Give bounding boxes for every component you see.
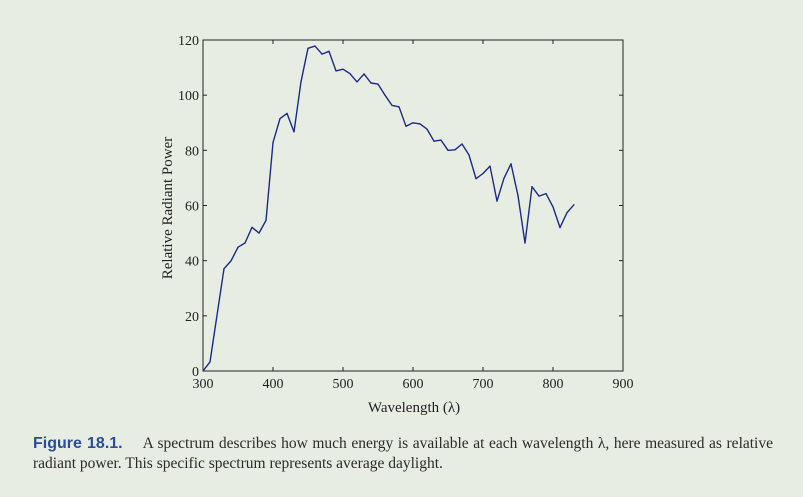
data-point: [398, 106, 400, 108]
data-point: [370, 82, 372, 84]
data-point: [510, 163, 512, 165]
data-point: [293, 131, 295, 133]
data-point: [356, 81, 358, 83]
data-point: [573, 204, 575, 206]
data-point: [496, 200, 498, 202]
plot-frame: [202, 39, 624, 372]
data-point: [363, 73, 365, 75]
y-tick-label: 120: [178, 34, 199, 49]
figure-label: Figure 18.1.: [33, 435, 123, 452]
data-point: [538, 195, 540, 197]
data-point: [461, 143, 463, 145]
data-point: [377, 83, 379, 85]
data-point: [468, 154, 470, 156]
y-tick-label: 60: [185, 200, 199, 215]
data-point: [489, 165, 491, 167]
data-point: [566, 212, 568, 214]
data-point: [349, 73, 351, 75]
data-point: [314, 45, 316, 47]
y-tick-label: 100: [178, 89, 199, 104]
data-point: [321, 53, 323, 55]
spectrum-chart: 300 400 500 600 700 800 900 0 20 40 60 80 100 120 Wa…: [160, 34, 634, 416]
x-axis-label: Wavelength (λ): [368, 400, 460, 416]
data-point: [258, 232, 260, 234]
x-tick-label: 500: [333, 377, 354, 392]
data-point: [335, 70, 337, 72]
y-tick-label: 40: [185, 255, 199, 270]
data-point: [524, 242, 526, 244]
data-point: [475, 178, 477, 180]
data-point: [279, 118, 281, 120]
data-point: [342, 68, 344, 70]
caption-text: A spectrum describes how much energy is …: [33, 435, 773, 472]
data-point: [300, 81, 302, 83]
data-point: [223, 268, 225, 270]
data-point: [230, 260, 232, 262]
y-axis-label: Relative Radiant Power: [160, 137, 176, 279]
data-point: [517, 194, 519, 197]
data-point: [447, 149, 449, 151]
x-tick-label: 400: [263, 377, 284, 392]
data-point: [384, 94, 386, 96]
data-point: [202, 370, 204, 372]
x-tick-label: 600: [403, 377, 424, 392]
x-axis-ticks: 300 400 500 600 700 800 900: [193, 40, 634, 392]
data-point: [265, 219, 267, 221]
data-point: [328, 50, 330, 52]
data-point: [426, 128, 428, 130]
x-tick-label: 800: [543, 377, 564, 392]
spectrum-data-points: [202, 45, 575, 372]
data-point: [503, 177, 505, 179]
data-point: [454, 149, 456, 151]
y-axis-ticks: 0 20 40 60 80 100 120: [178, 34, 623, 380]
data-point: [433, 140, 435, 142]
data-point: [216, 314, 218, 316]
y-tick-label: 80: [185, 144, 199, 159]
x-tick-label: 900: [613, 377, 634, 392]
data-point: [286, 112, 288, 114]
y-tick-label: 20: [185, 310, 199, 325]
daylight-spectrum-line: [202, 45, 575, 372]
data-point: [251, 226, 253, 228]
data-point: [237, 246, 239, 248]
x-tick-label: 700: [473, 377, 494, 392]
data-point: [559, 226, 561, 229]
data-point: [209, 361, 211, 363]
data-point: [440, 139, 442, 141]
data-point: [552, 206, 554, 208]
figure-caption: Figure 18.1. A spectrum describes how muc…: [33, 434, 773, 474]
data-point: [531, 186, 533, 188]
data-point: [391, 104, 393, 106]
data-point: [405, 125, 407, 127]
data-point: [482, 172, 484, 175]
plot-area-border: [202, 39, 624, 372]
data-point: [244, 242, 246, 244]
data-point: [419, 123, 421, 125]
x-tick-label: 300: [193, 377, 214, 392]
data-point: [272, 142, 274, 144]
data-point: [412, 122, 414, 124]
data-point: [307, 47, 309, 49]
y-tick-label: 0: [192, 365, 199, 380]
data-point: [545, 193, 547, 195]
